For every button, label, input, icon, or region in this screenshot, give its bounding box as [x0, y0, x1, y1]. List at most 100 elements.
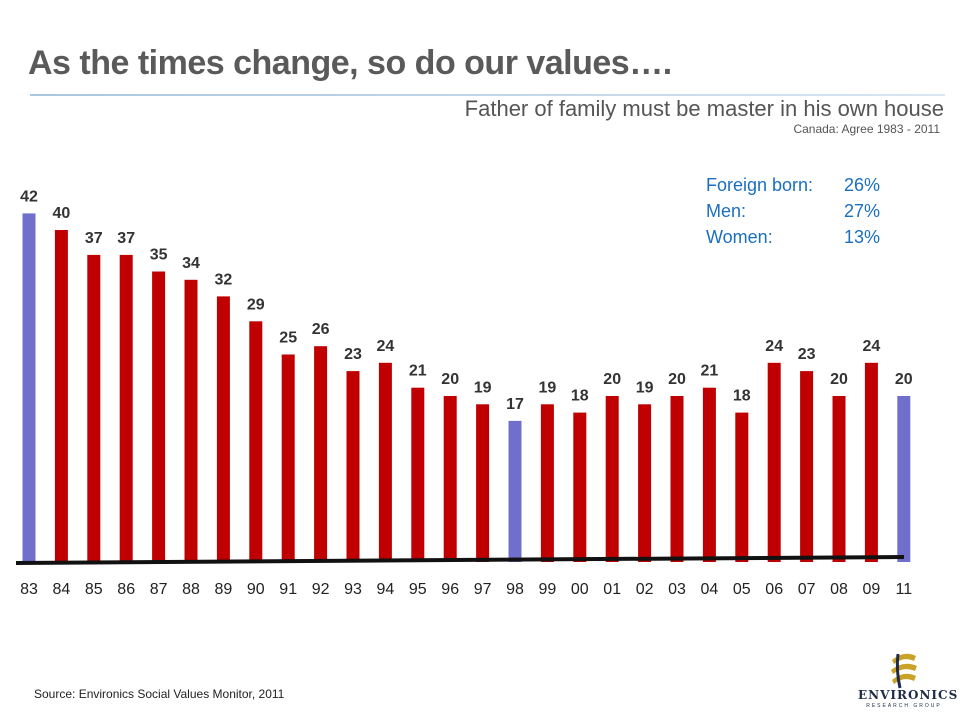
stat-row-foreign-born: Foreign born: 26%: [706, 175, 904, 201]
data-label-85: 37: [85, 230, 103, 247]
data-label-09: 24: [863, 338, 881, 355]
data-label-91: 25: [279, 330, 297, 347]
bar-96: [443, 396, 457, 562]
data-label-00: 18: [571, 388, 589, 405]
bar-90: [249, 321, 263, 562]
tick-label-98: 98: [506, 581, 524, 598]
bar-83: [22, 213, 36, 562]
tick-label-83: 83: [20, 581, 38, 598]
tick-label-87: 87: [150, 581, 168, 598]
bar-01: [605, 396, 619, 562]
bar-97: [476, 404, 490, 562]
bar-94: [378, 362, 392, 562]
bar-05: [735, 412, 749, 562]
bar-02: [638, 404, 652, 562]
tick-label-00: 00: [571, 581, 589, 598]
bar-00: [573, 412, 587, 562]
tick-label-09: 09: [863, 581, 881, 598]
logo-mark-icon: [891, 653, 917, 689]
tick-label-11: 11: [895, 581, 912, 598]
bar-95: [411, 387, 425, 562]
data-label-90: 29: [247, 296, 265, 313]
logo-wordmark: ENVIRONICS: [858, 688, 959, 702]
tick-label-95: 95: [409, 581, 427, 598]
data-label-01: 20: [603, 371, 621, 388]
bar-92: [314, 346, 328, 562]
bar-89: [216, 296, 230, 562]
stat-value: 26%: [844, 175, 881, 195]
bar-84: [54, 230, 68, 562]
tick-label-02: 02: [636, 581, 654, 598]
data-label-89: 32: [215, 271, 233, 288]
tick-label-94: 94: [377, 581, 395, 598]
source-note: Source: Environics Social Values Monitor…: [34, 687, 285, 701]
chart-subsubtitle: Canada: Agree 1983 - 2011: [793, 122, 940, 136]
tick-label-89: 89: [215, 581, 233, 598]
tick-label-07: 07: [798, 581, 816, 598]
chart-subtitle: Father of family must be master in his o…: [464, 96, 944, 121]
tick-label-06: 06: [765, 581, 783, 598]
bar-06: [767, 362, 781, 562]
data-label-96: 20: [441, 371, 459, 388]
data-label-04: 21: [701, 363, 719, 380]
tick-label-99: 99: [539, 581, 557, 598]
data-label-99: 19: [539, 379, 557, 396]
data-label-11: 20: [895, 371, 913, 388]
tick-label-05: 05: [733, 581, 751, 598]
bar-86: [119, 254, 133, 562]
bar-99: [540, 404, 554, 562]
bar-98: [508, 420, 522, 562]
stats-box: Foreign born: 26% Men: 27% Women: 13%: [706, 175, 904, 253]
tick-label-85: 85: [85, 581, 103, 598]
bar-03: [670, 396, 684, 562]
tick-label-04: 04: [701, 581, 719, 598]
tick-label-01: 01: [603, 581, 621, 598]
tick-label-97: 97: [474, 581, 492, 598]
data-label-06: 24: [765, 338, 783, 355]
data-label-83: 42: [20, 188, 38, 205]
data-label-92: 26: [312, 321, 330, 338]
data-label-95: 21: [409, 363, 427, 380]
stat-label: Women:: [706, 227, 773, 247]
bar-04: [702, 387, 716, 562]
stat-label: Men:: [706, 201, 747, 221]
data-label-93: 23: [344, 346, 362, 363]
bar-87: [152, 271, 166, 562]
tick-label-90: 90: [247, 581, 265, 598]
logo-tagline: RESEARCH GROUP: [866, 703, 942, 709]
data-label-03: 20: [668, 371, 686, 388]
stat-value: 13%: [844, 227, 881, 247]
page-title: As the times change, so do our values….: [28, 44, 672, 82]
environics-logo: ENVIRONICS RESEARCH GROUP: [858, 650, 959, 712]
stat-row-women: Women: 13%: [706, 227, 904, 253]
data-label-87: 35: [150, 247, 168, 264]
data-label-84: 40: [53, 205, 71, 222]
tick-label-08: 08: [830, 581, 848, 598]
data-label-97: 19: [474, 379, 492, 396]
tick-label-92: 92: [312, 581, 330, 598]
title-divider: [30, 94, 945, 96]
data-label-05: 18: [733, 388, 751, 405]
x-axis-line: [15, 555, 905, 565]
stat-label: Foreign born:: [706, 175, 814, 195]
data-label-88: 34: [182, 255, 200, 272]
bar-91: [281, 354, 295, 562]
tick-label-84: 84: [53, 581, 71, 598]
data-label-86: 37: [117, 230, 135, 247]
data-label-98: 17: [506, 396, 524, 413]
tick-label-86: 86: [117, 581, 135, 598]
bar-08: [832, 396, 846, 562]
bar-93: [346, 371, 360, 562]
tick-label-03: 03: [668, 581, 686, 598]
tick-label-91: 91: [279, 581, 297, 598]
bar-07: [800, 371, 814, 562]
tick-label-93: 93: [344, 581, 362, 598]
stat-row-men: Men: 27%: [706, 201, 904, 227]
bar-88: [184, 279, 198, 562]
data-label-07: 23: [798, 346, 816, 363]
bar-09: [864, 362, 878, 562]
tick-label-96: 96: [441, 581, 459, 598]
data-label-94: 24: [377, 338, 395, 355]
stat-value: 27%: [844, 201, 881, 221]
